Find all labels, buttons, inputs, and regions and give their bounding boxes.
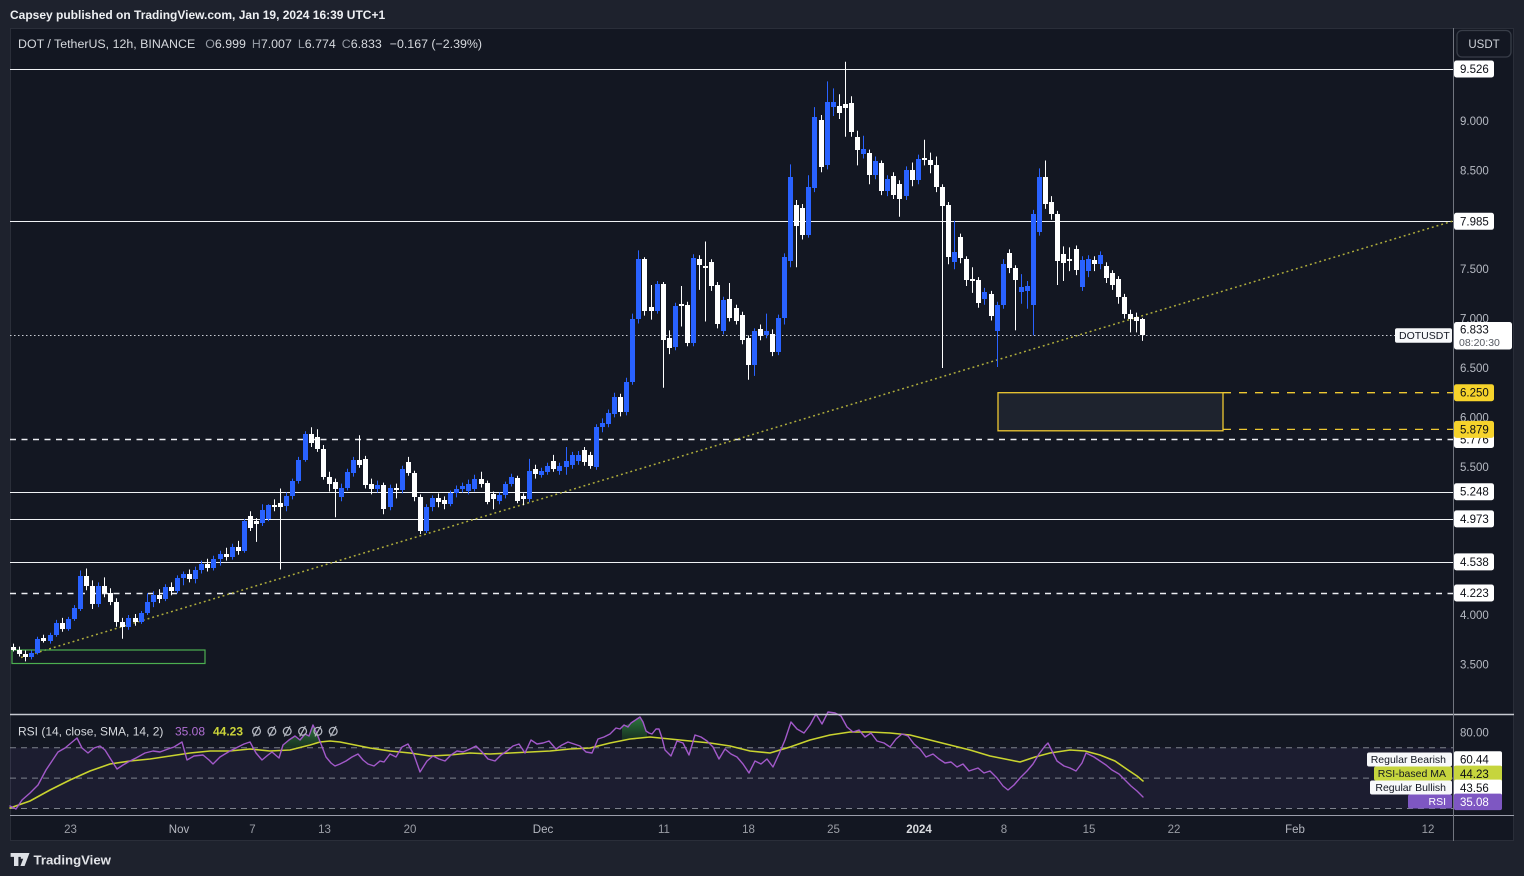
svg-text:Dec: Dec bbox=[533, 824, 554, 836]
svg-text:Feb: Feb bbox=[1285, 824, 1305, 836]
svg-text:12: 12 bbox=[1422, 824, 1435, 836]
svg-text:DOTUSDT: DOTUSDT bbox=[1399, 330, 1450, 342]
svg-text:6.250: 6.250 bbox=[1460, 388, 1489, 400]
svg-text:15: 15 bbox=[1083, 824, 1096, 836]
svg-text:5.248: 5.248 bbox=[1460, 487, 1489, 499]
svg-text:Capsey published on TradingVie: Capsey published on TradingView.com, Jan… bbox=[10, 8, 385, 22]
svg-text:23: 23 bbox=[64, 824, 77, 836]
svg-text:35.08: 35.08 bbox=[1460, 797, 1489, 809]
svg-text:6.833: 6.833 bbox=[1460, 325, 1489, 337]
svg-text:RSI: RSI bbox=[1428, 796, 1446, 808]
svg-text:44.23: 44.23 bbox=[1460, 769, 1489, 781]
svg-text:2024: 2024 bbox=[906, 824, 932, 836]
svg-text:35.08: 35.08 bbox=[175, 725, 205, 739]
svg-text:7.500: 7.500 bbox=[1460, 264, 1489, 276]
svg-text:22: 22 bbox=[1168, 824, 1181, 836]
svg-text:5.879: 5.879 bbox=[1460, 424, 1489, 436]
svg-text:18: 18 bbox=[742, 824, 755, 836]
svg-text:11: 11 bbox=[658, 824, 670, 836]
svg-text:25: 25 bbox=[827, 824, 840, 836]
svg-text:4.223: 4.223 bbox=[1460, 588, 1489, 600]
svg-text:4.000: 4.000 bbox=[1460, 610, 1489, 622]
svg-text:3.500: 3.500 bbox=[1460, 659, 1489, 671]
svg-text:9.000: 9.000 bbox=[1460, 116, 1489, 128]
svg-text:Regular Bearish: Regular Bearish bbox=[1371, 754, 1446, 766]
svg-text:8: 8 bbox=[1001, 824, 1007, 836]
svg-text:RSI (14, close, SMA, 14, 2): RSI (14, close, SMA, 14, 2) bbox=[18, 725, 163, 739]
svg-text:80.00: 80.00 bbox=[1460, 728, 1489, 740]
svg-text:Nov: Nov bbox=[169, 824, 190, 836]
svg-text:13: 13 bbox=[318, 824, 331, 836]
svg-text:7.985: 7.985 bbox=[1460, 216, 1489, 228]
svg-text:08:20:30: 08:20:30 bbox=[1459, 337, 1500, 349]
svg-text:44.23: 44.23 bbox=[213, 725, 243, 739]
svg-text:4.538: 4.538 bbox=[1460, 557, 1489, 569]
svg-text:7: 7 bbox=[249, 824, 255, 836]
svg-text:USDT: USDT bbox=[1468, 39, 1499, 51]
svg-text:4.973: 4.973 bbox=[1460, 514, 1489, 526]
svg-text:60.44: 60.44 bbox=[1460, 755, 1489, 767]
svg-text:TradingView: TradingView bbox=[34, 853, 112, 868]
svg-text:20: 20 bbox=[404, 824, 417, 836]
svg-text:RSI-based MA: RSI-based MA bbox=[1378, 768, 1446, 780]
svg-text:8.500: 8.500 bbox=[1460, 165, 1489, 177]
svg-text:6.500: 6.500 bbox=[1460, 363, 1489, 375]
svg-text:9.526: 9.526 bbox=[1460, 64, 1489, 76]
svg-text:Regular Bullish: Regular Bullish bbox=[1375, 782, 1446, 794]
svg-text:5.500: 5.500 bbox=[1460, 462, 1489, 474]
svg-text:43.56: 43.56 bbox=[1460, 783, 1489, 795]
